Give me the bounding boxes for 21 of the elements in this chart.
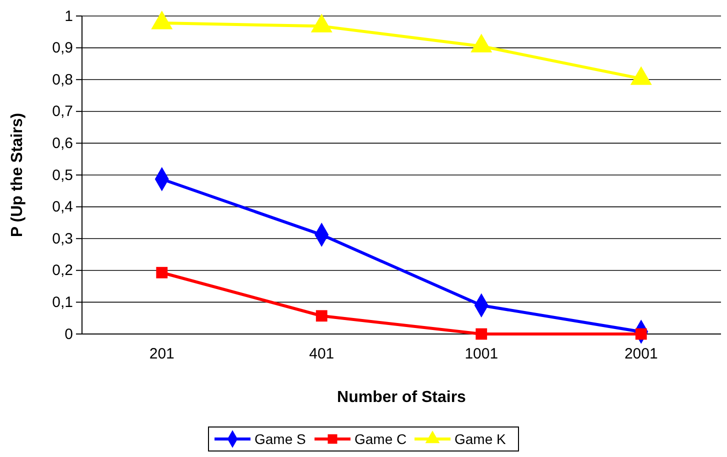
y-tick-label: 1: [64, 8, 73, 25]
legend-label: Game C: [354, 431, 407, 447]
y-tick-label: 0,7: [52, 103, 73, 120]
y-axis-title: P (Up the Stairs): [9, 112, 26, 238]
y-tick-label: 0,6: [52, 135, 73, 152]
y-tick-label: 0,9: [52, 40, 73, 57]
y-tick-label: 0,1: [52, 294, 73, 311]
x-axis-title: Number of Stairs: [337, 389, 466, 406]
y-tick-label: 0,4: [52, 198, 73, 216]
x-tick-label: 401: [309, 346, 334, 363]
y-tick-label: 0: [64, 326, 73, 343]
x-tick-label: 2001: [624, 346, 658, 363]
y-tick-label: 0,8: [52, 71, 73, 88]
legend-label: Game S: [254, 431, 306, 447]
point: [630, 66, 652, 85]
y-tick-label: 0,3: [52, 230, 73, 248]
x-tick-label: 1001: [464, 346, 498, 363]
y-tick-label: 0,2: [52, 262, 73, 280]
x-tick-label: 201: [149, 346, 174, 363]
legend-label: Game K: [454, 431, 507, 447]
y-tick-label: 0,5: [52, 166, 73, 184]
